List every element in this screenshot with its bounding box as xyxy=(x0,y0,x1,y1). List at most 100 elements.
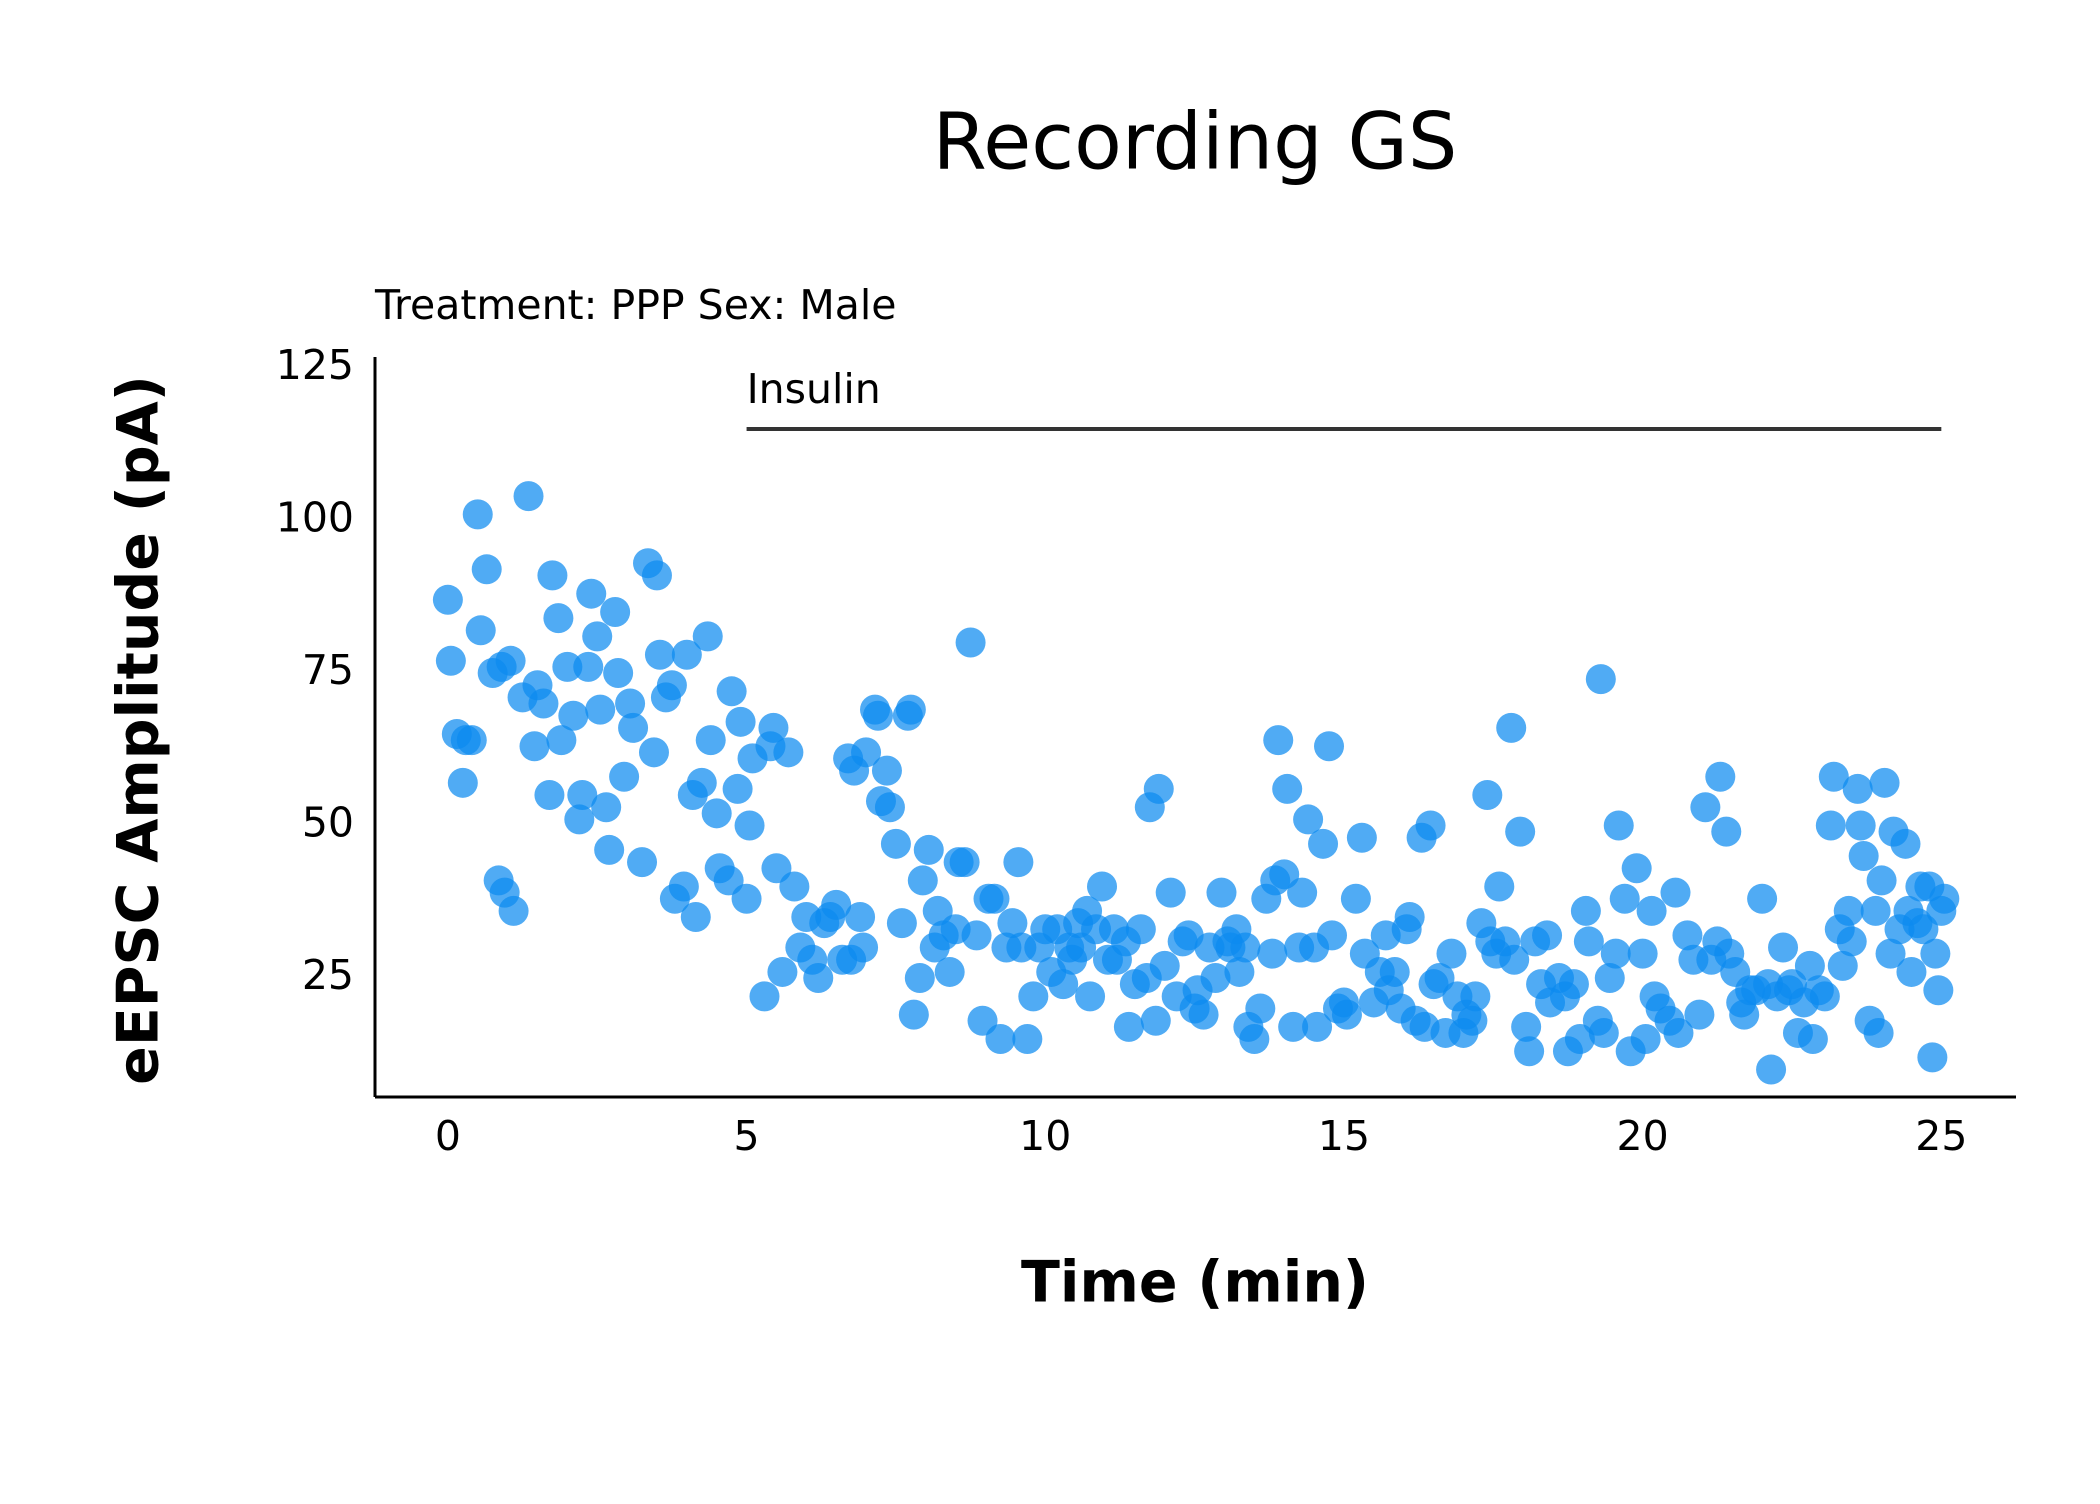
data-point xyxy=(1890,828,1921,859)
data-point xyxy=(1756,1054,1787,1085)
data-point xyxy=(1346,822,1377,853)
data-point xyxy=(967,1005,998,1036)
data-point xyxy=(1860,895,1891,926)
data-point xyxy=(1113,1011,1144,1042)
data-point xyxy=(552,651,583,682)
data-point xyxy=(495,645,526,676)
data-point xyxy=(913,834,944,865)
data-point xyxy=(1920,938,1951,969)
data-point xyxy=(1711,816,1742,847)
data-point xyxy=(1621,853,1652,884)
y-tick-label: 50 xyxy=(302,799,354,847)
data-point xyxy=(1660,877,1691,908)
data-point xyxy=(1600,938,1631,969)
data-point xyxy=(845,902,876,933)
data-point xyxy=(886,908,917,939)
data-point xyxy=(934,956,965,987)
data-point xyxy=(1558,969,1589,1000)
data-point xyxy=(701,798,732,829)
data-point xyxy=(447,767,478,798)
data-point xyxy=(656,670,687,701)
data-point xyxy=(716,676,747,707)
data-point xyxy=(1636,895,1667,926)
data-point xyxy=(907,865,938,896)
data-point xyxy=(627,847,658,878)
data-point xyxy=(1257,938,1288,969)
x-tick-label: 20 xyxy=(1617,1112,1669,1160)
data-point xyxy=(513,481,544,512)
data-point xyxy=(761,853,792,884)
data-point xyxy=(573,651,604,682)
data-point xyxy=(1269,859,1300,890)
data-point xyxy=(591,792,622,823)
data-point xyxy=(671,639,702,670)
data-point xyxy=(1809,981,1840,1012)
data-point xyxy=(949,847,980,878)
data-point xyxy=(1588,1017,1619,1048)
annotation-label: Insulin xyxy=(747,365,881,413)
data-point xyxy=(1188,999,1219,1030)
data-point xyxy=(1514,1036,1545,1067)
data-point xyxy=(576,578,607,609)
data-point xyxy=(722,773,753,804)
data-point xyxy=(1460,981,1491,1012)
y-tick-label: 100 xyxy=(276,493,354,541)
data-point xyxy=(558,700,589,731)
data-point xyxy=(1293,804,1324,835)
data-point xyxy=(585,694,616,725)
data-point xyxy=(435,645,466,676)
data-point xyxy=(564,804,595,835)
data-point xyxy=(1379,956,1410,987)
data-point xyxy=(1848,841,1879,872)
chart-title: Recording GS xyxy=(933,97,1458,187)
data-point xyxy=(1125,914,1156,945)
x-tick-label: 15 xyxy=(1318,1112,1370,1160)
data-point xyxy=(644,639,675,670)
data-point xyxy=(432,584,463,615)
data-point xyxy=(692,621,723,652)
data-point xyxy=(1532,920,1563,951)
x-tick-label: 0 xyxy=(435,1112,461,1160)
data-point xyxy=(1272,773,1303,804)
data-point xyxy=(1705,761,1736,792)
data-point xyxy=(1818,761,1849,792)
data-point xyxy=(1836,926,1867,957)
data-point xyxy=(1457,1005,1488,1036)
data-point xyxy=(1415,810,1446,841)
data-point xyxy=(462,499,493,530)
data-point xyxy=(695,725,726,756)
data-point xyxy=(1075,981,1106,1012)
data-point xyxy=(1917,1042,1948,1073)
data-point xyxy=(1585,664,1616,695)
data-point xyxy=(1245,993,1276,1024)
data-point xyxy=(1827,950,1858,981)
data-point xyxy=(1663,1017,1694,1048)
data-point xyxy=(1511,1011,1542,1042)
data-point xyxy=(1684,999,1715,1030)
data-point xyxy=(498,895,529,926)
data-point xyxy=(1609,883,1640,914)
data-point xyxy=(1573,926,1604,957)
data-point xyxy=(898,999,929,1030)
data-point xyxy=(767,956,798,987)
data-point xyxy=(848,932,879,963)
data-point xyxy=(779,871,810,902)
data-point xyxy=(821,889,852,920)
x-tick-label: 5 xyxy=(734,1112,760,1160)
data-point xyxy=(1239,1024,1270,1055)
data-point xyxy=(1394,902,1425,933)
data-point xyxy=(1224,956,1255,987)
x-axis-label: Time (min) xyxy=(1021,1250,1369,1316)
data-point xyxy=(773,737,804,768)
data-point xyxy=(600,597,631,628)
data-point xyxy=(803,963,834,994)
data-point xyxy=(922,895,953,926)
data-point xyxy=(1206,877,1237,908)
data-point xyxy=(686,767,717,798)
data-point xyxy=(1200,963,1231,994)
data-point xyxy=(534,780,565,811)
data-point xyxy=(1627,938,1658,969)
data-point xyxy=(1875,938,1906,969)
data-point xyxy=(1314,731,1345,762)
